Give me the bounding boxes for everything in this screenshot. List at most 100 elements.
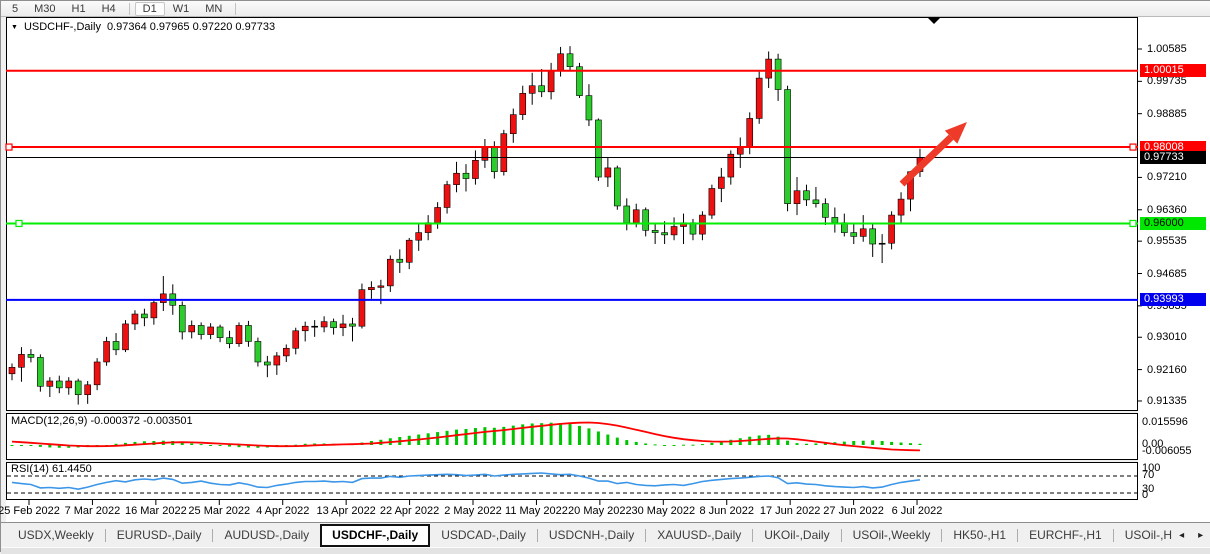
time-tick-label: 13 Apr 2022 [316, 505, 376, 517]
candle [585, 84, 593, 127]
bear-candle-body [178, 304, 186, 333]
chart-tab-hk50-h1[interactable]: HK50-,H1 [953, 527, 1007, 542]
bull-candle-body [8, 367, 16, 375]
bull-candle-body [509, 114, 517, 134]
candle [595, 118, 602, 181]
time-tick-label: 27 Jun 2022 [823, 505, 884, 517]
bear-candle-body [566, 53, 574, 67]
macd-hist-bar [436, 432, 440, 445]
chart-tab-usdcad-daily[interactable]: USDCAD-,Daily [441, 527, 526, 542]
main-price-panel[interactable] [6, 17, 1138, 411]
macd-hist-bar [473, 428, 477, 445]
macd-hist-bar [615, 437, 619, 445]
trend-arrow-head[interactable] [944, 122, 967, 144]
bull-candle-body [282, 347, 290, 357]
price-tick-label: 0.96360 [1147, 203, 1187, 216]
bull-candle-body [632, 209, 640, 224]
timeframe-button-5[interactable]: 5 [12, 2, 19, 15]
macd-hist-bar [653, 444, 657, 446]
candle [273, 352, 281, 375]
macd-hist-bar [218, 445, 222, 446]
bull-candle-body [718, 176, 725, 189]
macd-hist-bar [861, 440, 865, 445]
macd-hist-bar [776, 436, 780, 445]
chart-tab-usdcnh-daily[interactable]: USDCNH-,Daily [548, 527, 635, 542]
bull-candle-body [727, 153, 735, 178]
bull-candle-body [746, 118, 754, 147]
chart-tab-eurusd-daily[interactable]: EURUSD-,Daily [116, 527, 202, 542]
chart-tab-usdchf-daily[interactable]: USDCHF-,Daily [320, 523, 431, 547]
chart-tab-usdx-weekly[interactable]: USDX,Weekly [18, 527, 94, 542]
bear-candle-body [311, 325, 318, 328]
bear-candle-body [37, 357, 44, 387]
macd-hist-bar [644, 443, 648, 445]
candle [878, 234, 886, 264]
chart-tab-usoil-weekly[interactable]: USOil-,Weekly [852, 527, 931, 542]
bull-candle-body [472, 160, 479, 179]
macd-signal-line [11, 421, 920, 452]
toolbar-separator [235, 2, 237, 15]
bear-candle-body [831, 217, 839, 224]
timeframe-button-h1[interactable]: H1 [71, 2, 86, 15]
candle [755, 71, 763, 124]
candle [103, 336, 110, 366]
tab-separator [1017, 528, 1019, 542]
bull-candle-body [301, 325, 309, 332]
timeframe-button-mn[interactable]: MN [205, 2, 223, 15]
macd-hist-bar [199, 444, 203, 446]
macd-hist-bar [38, 445, 42, 447]
support-green-handle[interactable] [1129, 219, 1137, 228]
chart-tab-eurchf-h1[interactable]: EURCHF-,H1 [1029, 527, 1102, 542]
price-badge-0.97733: 0.97733 [1140, 151, 1206, 165]
macd-panel[interactable] [6, 413, 1138, 460]
chart-tab-xauusd-daily[interactable]: XAUUSD-,Daily [657, 527, 742, 542]
bear-candle-body [245, 325, 252, 342]
chart-title: ▼ USDCHF-,Daily 0.97364 0.97965 0.97220 … [11, 21, 275, 33]
tabs-scroll-left-icon[interactable]: ◂ [1179, 529, 1185, 541]
bull-candle-body [528, 85, 536, 94]
bull-candle-body [670, 226, 678, 236]
macd-hist-bar [209, 445, 213, 446]
bear-candle-body [491, 146, 498, 173]
resistance-near-handle[interactable] [5, 143, 13, 151]
timeframe-button-w1[interactable]: W1 [172, 2, 190, 15]
chart-tab-audusd-daily[interactable]: AUDUSD-,Daily [224, 527, 310, 542]
candle [453, 161, 460, 193]
candle [888, 211, 895, 250]
timeframe-button-h4[interactable]: H4 [101, 2, 116, 15]
candle [500, 129, 508, 176]
bear-candle-body [197, 325, 205, 335]
trend-arrow-shaft[interactable] [899, 134, 954, 187]
macd-hist-bar [19, 445, 23, 446]
macd-hist-bar [559, 423, 563, 445]
candle [784, 85, 791, 212]
time-tick-label: 22 Apr 2022 [379, 505, 440, 517]
price-tick-label: 0.94685 [1147, 267, 1187, 280]
resistance-near-handle[interactable] [1129, 143, 1137, 151]
timeframe-button-d1[interactable]: D1 [134, 1, 165, 16]
macd-plot [10, 421, 922, 452]
macd-hist-bar [57, 445, 61, 448]
support-green-handle[interactable] [15, 219, 23, 228]
macd-hist-bar [455, 429, 459, 445]
candle [538, 68, 545, 98]
chart-tab-usoil-h[interactable]: USOil-,H [1124, 527, 1173, 542]
macd-hist-bar [29, 445, 33, 446]
macd-hist-bar [540, 423, 544, 445]
macd-hist-bar [228, 445, 232, 447]
chart-collapse-icon[interactable]: ▼ [11, 23, 18, 31]
bear-candle-body [812, 199, 820, 204]
macd-hist-bar [511, 425, 515, 445]
indicator-axis-label: 0 [1142, 489, 1149, 501]
candle [112, 333, 120, 356]
tabs-scroll-right-icon[interactable]: ▸ [1198, 529, 1204, 541]
chart-tab-ukoil-daily[interactable]: UKOil-,Daily [764, 527, 830, 542]
chart-shift-marker-icon[interactable] [928, 18, 940, 24]
candle [27, 349, 35, 363]
candle [207, 323, 214, 340]
timeframe-button-m30[interactable]: M30 [34, 2, 56, 15]
candle [122, 320, 129, 353]
bull-candle-body [273, 355, 281, 366]
candle [614, 165, 621, 210]
